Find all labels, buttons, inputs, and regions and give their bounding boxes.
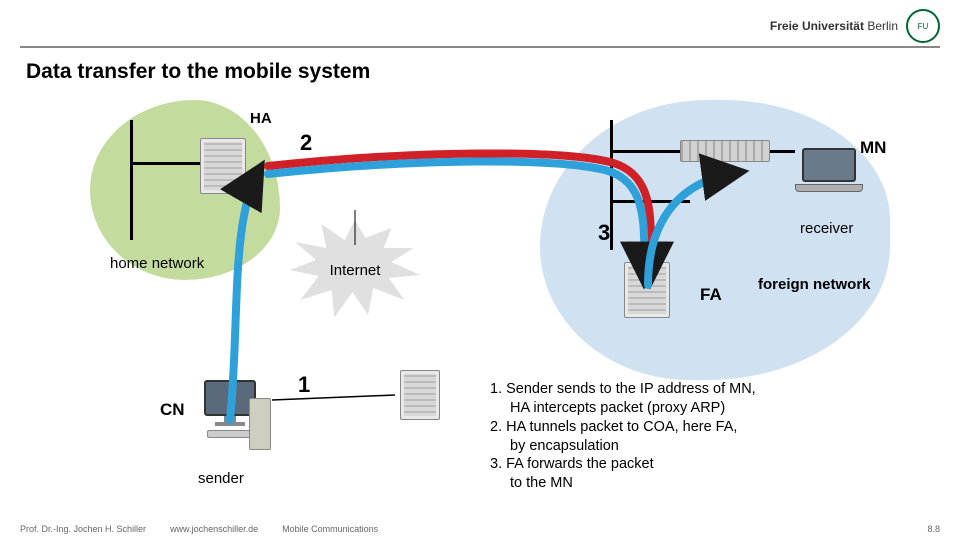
uni-city: Berlin (867, 19, 898, 33)
internet-router-icon (400, 370, 440, 420)
home-network-label: home network (110, 255, 204, 272)
step-1-number: 1 (298, 372, 310, 398)
home-bus-tap (130, 162, 200, 165)
step3-line1: 3. FA forwards the packet (490, 455, 920, 474)
internet-label: Internet (330, 262, 381, 279)
ha-router-icon (200, 138, 246, 194)
home-bus-line (130, 120, 133, 240)
cn-desktop-icon (195, 380, 265, 460)
footer-page: 8.8 (927, 524, 940, 534)
footer-author: Prof. Dr.-Ing. Jochen H. Schiller (20, 524, 146, 534)
internet-cloud-icon: Internet (290, 220, 420, 320)
foreign-network-label: foreign network (758, 276, 871, 293)
footer-subject: Mobile Communications (282, 524, 378, 534)
receiver-label: receiver (800, 220, 853, 237)
mn-label: MN (860, 138, 886, 158)
foreign-bus-tap-1 (610, 150, 680, 153)
steps-text: 1. Sender sends to the IP address of MN,… (490, 380, 920, 493)
foreign-server-icon (680, 140, 770, 162)
university-logo: Freie Universität Berlin FU (740, 8, 940, 44)
step2-line2: by encapsulation (490, 437, 920, 456)
fa-label: FA (700, 285, 722, 305)
mn-tap (770, 150, 795, 153)
ha-label: HA (250, 110, 272, 127)
diagram-canvas: HA 2 home network MN receiver FA foreign… (0, 90, 960, 510)
foreign-bus-tap-2 (610, 200, 690, 203)
step1-line1: 1. Sender sends to the IP address of MN, (490, 380, 920, 399)
footer: Prof. Dr.-Ing. Jochen H. Schiller www.jo… (20, 524, 940, 534)
sender-label: sender (198, 470, 244, 487)
mn-laptop-icon (795, 148, 863, 196)
step2-line1: 2. HA tunnels packet to COA, here FA, (490, 418, 920, 437)
footer-url: www.jochenschiller.de (170, 524, 258, 534)
step3-line2: to the MN (490, 474, 920, 493)
cn-label: CN (160, 400, 185, 420)
step-2-number: 2 (300, 130, 312, 156)
step1-line2: HA intercepts packet (proxy ARP) (490, 399, 920, 418)
uni-crest-icon: FU (906, 9, 940, 43)
fa-router-icon (624, 262, 670, 318)
foreign-bus-line (610, 120, 613, 250)
home-network-blob (90, 100, 280, 280)
header-divider (20, 46, 940, 48)
step-3-number: 3 (598, 220, 610, 246)
page-title: Data transfer to the mobile system (26, 60, 370, 84)
uni-name: Freie Universität (770, 19, 864, 33)
